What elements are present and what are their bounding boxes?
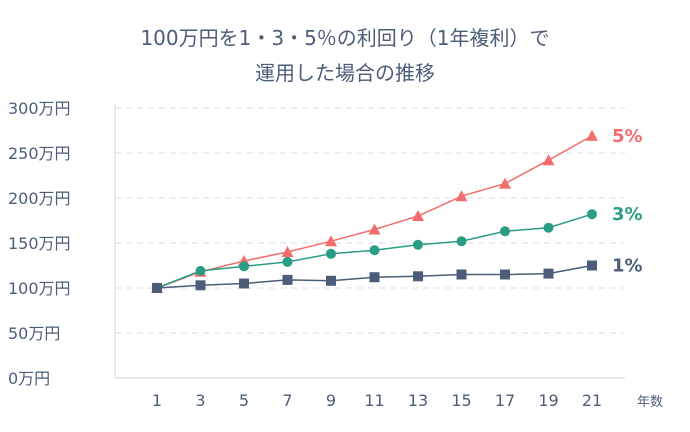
x-tick-label: 11 bbox=[364, 391, 384, 410]
x-tick-label: 13 bbox=[408, 391, 428, 410]
x-tick-label: 9 bbox=[326, 391, 336, 410]
data-point-square bbox=[456, 269, 467, 280]
x-tick-label: 19 bbox=[538, 391, 558, 410]
data-point-square bbox=[543, 268, 554, 279]
x-tick-label: 21 bbox=[582, 391, 602, 410]
x-tick-label: 3 bbox=[195, 391, 205, 410]
x-axis-title: 年数 bbox=[637, 395, 663, 410]
data-point-triangle bbox=[455, 190, 468, 202]
data-point-triangle bbox=[368, 223, 381, 235]
y-tick-label: 150万円 bbox=[8, 234, 71, 253]
data-point-circle bbox=[326, 248, 336, 259]
x-tick-label: 5 bbox=[239, 391, 249, 410]
data-point-square bbox=[500, 269, 510, 280]
data-point-triangle bbox=[281, 246, 294, 257]
y-tick-label: 200万円 bbox=[8, 189, 71, 208]
data-point-square bbox=[587, 260, 597, 271]
data-point-square bbox=[369, 272, 380, 283]
data-point-circle bbox=[195, 265, 206, 276]
y-tick-label: 50万円 bbox=[8, 324, 60, 343]
axes bbox=[114, 104, 625, 379]
data-point-triangle bbox=[499, 177, 511, 189]
data-point-circle bbox=[369, 245, 380, 256]
series-group bbox=[151, 129, 598, 293]
y-tick-label: 0万円 bbox=[8, 369, 50, 388]
chart-title-line-1: 100万円を1・3・5％の利回り（1年複利）で bbox=[140, 26, 549, 50]
gridlines bbox=[115, 107, 625, 334]
x-tick-label: 1 bbox=[152, 391, 162, 410]
data-point-square bbox=[195, 280, 206, 291]
data-point-circle bbox=[587, 209, 597, 220]
data-point-square bbox=[413, 271, 423, 282]
chart-title-line-2: 運用した場合の推移 bbox=[255, 61, 435, 85]
x-tick-label: 15 bbox=[451, 391, 471, 410]
data-point-circle bbox=[413, 239, 423, 250]
x-tick-label: 17 bbox=[495, 391, 515, 410]
data-point-square bbox=[152, 283, 162, 293]
data-point-circle bbox=[282, 256, 293, 267]
series-label-1pct: 1% bbox=[612, 256, 643, 277]
data-point-square bbox=[282, 274, 293, 285]
series-line-5pct bbox=[156, 135, 593, 289]
series-label-3pct: 3% bbox=[612, 204, 643, 225]
data-point-circle bbox=[500, 226, 510, 237]
data-point-circle bbox=[239, 261, 249, 272]
series-label-5pct: 5% bbox=[612, 126, 643, 147]
data-point-triangle bbox=[542, 154, 555, 166]
data-point-triangle bbox=[412, 210, 424, 221]
data-point-triangle bbox=[325, 235, 337, 247]
data-point-triangle bbox=[586, 129, 598, 141]
x-tick-label: 7 bbox=[282, 391, 292, 410]
data-point-circle bbox=[456, 236, 467, 247]
data-point-square bbox=[326, 275, 336, 286]
data-point-circle bbox=[543, 222, 554, 233]
y-tick-label: 100万円 bbox=[8, 279, 71, 298]
y-tick-label: 300万円 bbox=[8, 99, 71, 118]
data-point-square bbox=[239, 278, 249, 289]
y-tick-label: 250万円 bbox=[8, 144, 71, 163]
